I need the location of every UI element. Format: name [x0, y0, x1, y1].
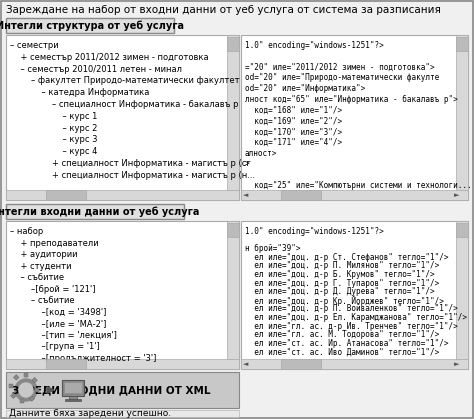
Text: + специалност Информатика - магистъ р (сг: + специалност Информатика - магистъ р (с… [10, 159, 251, 168]
Bar [227, 37, 239, 51]
Bar [13, 375, 19, 380]
Text: –[брой = '121']: –[брой = '121'] [10, 285, 95, 293]
Text: –[иле = 'МА-2']: –[иле = 'МА-2'] [10, 319, 106, 328]
Bar [281, 190, 321, 200]
Bar [35, 388, 39, 392]
Bar [29, 396, 35, 401]
Text: ел иле="доц. д-р Б. Крумов" тегло="1"/>: ел иле="доц. д-р Б. Крумов" тегло="1"/> [245, 270, 435, 279]
Text: – курс 3: – курс 3 [10, 135, 98, 145]
Text: –[код = '3498']: –[код = '3498'] [10, 308, 106, 316]
Text: ="20" иле="2011/2012 зимен - подготовка">: ="20" иле="2011/2012 зимен - подготовка"… [245, 62, 435, 72]
Text: ел иле="доц. д-р П. Войваленков" тегло="1"/>: ел иле="доц. д-р П. Войваленков" тегло="… [245, 304, 458, 313]
Text: код="169" иле="2"/>: код="169" иле="2"/> [245, 116, 342, 126]
Bar [456, 221, 468, 359]
Text: код="25" иле="Компютърни системи и технологи...: код="25" иле="Компютърни системи и техно… [245, 181, 472, 190]
Text: Данните бяха заредени успешно.: Данните бяха заредени успешно. [9, 409, 171, 418]
Bar [6, 372, 239, 408]
Bar [456, 35, 468, 190]
Text: od="20" иле="Информатика">: od="20" иле="Информатика"> [245, 84, 365, 93]
Text: ел иле="доц. д-р Кр. Йорджев" тегло="1"/>: ел иле="доц. д-р Кр. Йорджев" тегло="1"/… [245, 296, 444, 306]
Text: + специалност Информатика - магистъ р (н...: + специалност Информатика - магистъ р (н… [10, 171, 255, 180]
Bar [46, 359, 86, 369]
Text: ел иле="доц. д-р Ел. Карамджанова" тегло="1"/>: ел иле="доц. д-р Ел. Карамджанова" тегло… [245, 313, 467, 322]
Text: код="168" иле="1"/>: код="168" иле="1"/> [245, 106, 342, 115]
Bar [6, 359, 239, 369]
Text: – специалност Информатика - бакалавъ р: – специалност Информатика - бакалавъ р [10, 100, 238, 109]
Text: + семестър 2011/2012 зимен - подготовка: + семестър 2011/2012 зимен - подготовка [10, 53, 209, 62]
Bar [69, 396, 77, 400]
Bar [241, 190, 468, 200]
Text: od="20" иле="Природо-математически факулте: od="20" иле="Природо-математически факул… [245, 73, 439, 83]
Text: –[продължителност = '3']: –[продължителност = '3'] [10, 354, 156, 362]
Text: н брой="39">: н брой="39"> [245, 244, 301, 253]
Bar [6, 35, 239, 200]
Text: – курс 4: – курс 4 [10, 147, 97, 156]
Text: – семестри: – семестри [10, 41, 59, 50]
Bar [456, 223, 468, 237]
Text: Интегли структура от уеб услуга: Интегли структура от уеб услуга [0, 20, 184, 31]
Bar [6, 18, 174, 33]
Bar [6, 221, 239, 369]
Text: код="170" иле="3"/>: код="170" иле="3"/> [245, 127, 342, 137]
Text: – набор: – набор [10, 227, 43, 236]
Text: –[тип = 'лекция']: –[тип = 'лекция'] [10, 331, 117, 339]
Text: 1.0" encoding="windows-1251"?>: 1.0" encoding="windows-1251"?> [245, 227, 384, 236]
Bar [24, 373, 28, 377]
Bar [6, 204, 184, 219]
Text: – катедра Информатика: – катедра Информатика [10, 88, 149, 97]
Bar [241, 35, 468, 200]
Text: + преподаватели: + преподаватели [10, 238, 99, 248]
Text: + аудитории: + аудитории [10, 250, 78, 259]
Text: ЗАРЕДИ ВХОДНИ ДАННИ ОТ XML: ЗАРЕДИ ВХОДНИ ДАННИ ОТ XML [12, 385, 210, 395]
Bar [64, 382, 82, 393]
Bar [20, 399, 24, 403]
Bar [241, 221, 468, 369]
Text: Интегли входни данни от уеб услуга: Интегли входни данни от уеб услуга [0, 206, 200, 217]
Bar [6, 190, 239, 200]
Bar [65, 399, 81, 401]
Text: >: > [245, 160, 250, 169]
Text: – факултет Природо-математически факултет: – факултет Природо-математически факулте… [10, 76, 240, 85]
Text: ел иле="гл. ас. М. Тодорова" тегло="1"/>: ел иле="гл. ас. М. Тодорова" тегло="1"/> [245, 330, 439, 339]
Bar [62, 380, 84, 396]
Bar [9, 384, 13, 388]
Text: лност код="65" иле="Информатика - бакалавъ р">: лност код="65" иле="Информатика - бакала… [245, 95, 458, 104]
Text: ►: ► [454, 192, 459, 198]
Text: – семестър 2010/2011 летен - минал: – семестър 2010/2011 летен - минал [10, 65, 182, 74]
Circle shape [19, 383, 33, 397]
Circle shape [15, 379, 37, 401]
Text: – събитие: – събитие [10, 296, 74, 305]
Bar [10, 393, 16, 398]
Text: 1.0" encoding="windows-1251"?>: 1.0" encoding="windows-1251"?> [245, 41, 384, 50]
Text: ел иле="гл. ас. д-р Ив. Тренчев" тегло="1"/>: ел иле="гл. ас. д-р Ив. Тренчев" тегло="… [245, 322, 458, 331]
Bar [456, 37, 468, 51]
Text: алност>: алност> [245, 149, 277, 158]
Text: ел иле="ст. ас. Ир. Атанасова" тегло="1"/>: ел иле="ст. ас. Ир. Атанасова" тегло="1"… [245, 339, 448, 348]
Bar [32, 378, 37, 383]
Text: –[група = '1']: –[група = '1'] [10, 342, 100, 351]
Bar [241, 359, 468, 369]
Text: ►: ► [454, 361, 459, 367]
Text: ел иле="доц. д-р Д. Дурева" тегло="1"/>: ел иле="доц. д-р Д. Дурева" тегло="1"/> [245, 287, 435, 296]
Text: ел иле="доц. д-р П. Милянов" тегло="1"/>: ел иле="доц. д-р П. Милянов" тегло="1"/> [245, 261, 439, 270]
Text: – курс 2: – курс 2 [10, 124, 97, 132]
Text: + студенти: + студенти [10, 261, 72, 271]
Text: ◄: ◄ [243, 192, 248, 198]
Bar [46, 190, 86, 200]
Bar [227, 35, 239, 190]
Bar [281, 359, 321, 369]
Text: ел иле="ст. ас. Иво Даминов" тегло="1"/>: ел иле="ст. ас. Иво Даминов" тегло="1"/> [245, 347, 439, 357]
Text: ◄: ◄ [243, 361, 248, 367]
Bar [6, 410, 239, 417]
Bar [227, 223, 239, 237]
Text: код="171" иле="4"/>: код="171" иле="4"/> [245, 138, 342, 147]
Bar [227, 221, 239, 359]
Text: – курс 1: – курс 1 [10, 112, 97, 121]
Text: Зареждане на набор от входни данни от уеб услуга от система за разписания: Зареждане на набор от входни данни от уе… [6, 5, 441, 15]
Text: – събитие: – събитие [10, 273, 64, 282]
Text: ел иле="доц. д-р Ст. Стефанов" тегло="1"/>: ел иле="доц. д-р Ст. Стефанов" тегло="1"… [245, 253, 448, 262]
Text: ел иле="доц. д-р Г. Тупаров" тегло="1"/>: ел иле="доц. д-р Г. Тупаров" тегло="1"/> [245, 279, 439, 287]
